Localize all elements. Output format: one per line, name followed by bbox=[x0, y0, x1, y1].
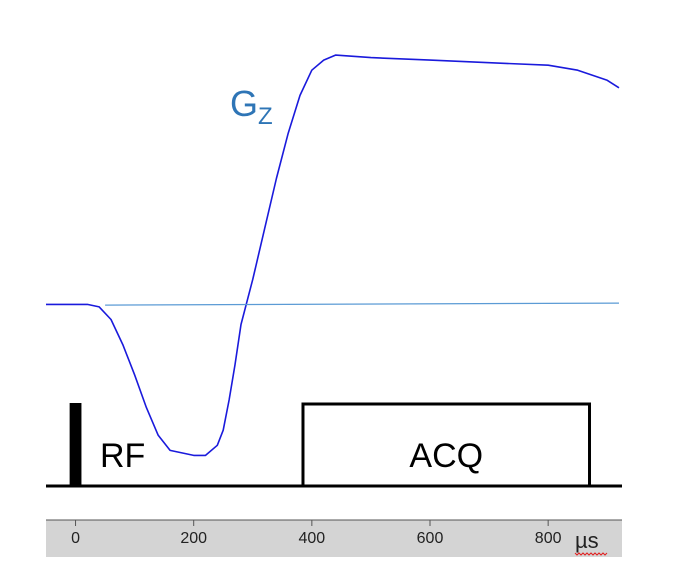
acq-window-block bbox=[301, 402, 592, 488]
series-label-gz: GZ bbox=[230, 83, 273, 130]
x-axis-band bbox=[46, 520, 622, 557]
x-tick-label: 600 bbox=[417, 530, 444, 547]
rf-label: RF bbox=[100, 437, 145, 475]
rf-pulse-block bbox=[69, 403, 82, 486]
x-tick-label: 400 bbox=[298, 530, 325, 547]
series-layer bbox=[46, 54, 620, 457]
x-axis: 0 200 400 600 800 µs bbox=[46, 519, 622, 557]
series-label-sub: Z bbox=[258, 103, 273, 130]
x-axis-unit: µs bbox=[575, 528, 599, 553]
x-tick-label: 800 bbox=[535, 530, 562, 547]
series-line-gz bbox=[46, 54, 620, 457]
spellcheck-squiggle bbox=[574, 552, 608, 556]
series-line-zero-reference bbox=[105, 302, 620, 306]
acq-label: ACQ bbox=[409, 437, 483, 475]
series-label-main: G bbox=[230, 83, 258, 124]
x-tick-label: 0 bbox=[71, 530, 80, 547]
x-tick-label: 200 bbox=[180, 530, 207, 547]
sequence-blocks: RF ACQ bbox=[46, 402, 622, 488]
